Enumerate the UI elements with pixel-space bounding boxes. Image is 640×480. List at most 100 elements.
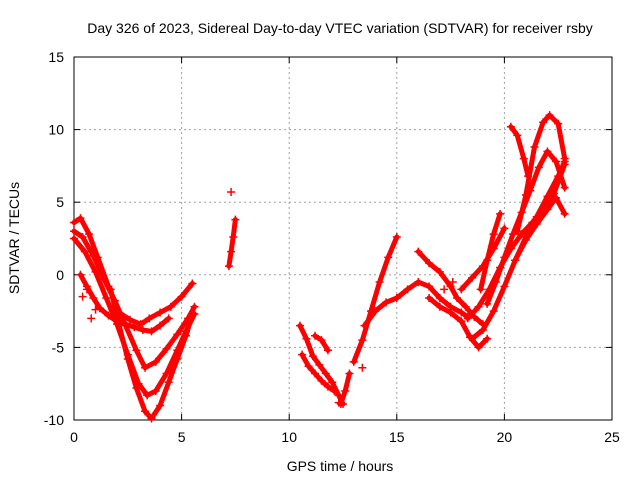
data-point xyxy=(147,327,156,336)
data-point xyxy=(440,285,449,294)
data-point xyxy=(474,302,483,311)
data-point xyxy=(323,382,332,391)
data-point xyxy=(448,278,457,287)
data-point xyxy=(446,282,455,291)
data-point xyxy=(414,247,423,256)
data-point xyxy=(345,369,354,378)
data-point xyxy=(532,219,541,228)
x-tick-label: 15 xyxy=(389,429,405,445)
series-arc-3 xyxy=(71,236,197,398)
data-point xyxy=(414,278,423,287)
data-point xyxy=(70,234,78,243)
data-point xyxy=(70,227,78,236)
data-point xyxy=(461,302,470,311)
data-point xyxy=(78,233,87,242)
data-point xyxy=(298,350,307,359)
series-arc-6 xyxy=(226,217,238,269)
y-tick-label: 0 xyxy=(56,267,64,283)
data-point xyxy=(317,336,326,345)
data-point xyxy=(224,262,233,271)
data-point xyxy=(543,205,552,214)
data-point xyxy=(102,294,111,303)
data-point xyxy=(321,369,330,378)
series-arc-20 xyxy=(512,195,568,263)
data-point xyxy=(521,235,530,244)
series-arc-22 xyxy=(478,211,503,292)
data-point xyxy=(70,218,78,227)
data-point xyxy=(166,302,175,311)
data-point xyxy=(164,314,173,323)
data-point xyxy=(190,302,199,311)
data-point xyxy=(375,278,384,287)
data-point xyxy=(358,336,367,345)
data-point xyxy=(478,325,487,334)
data-point xyxy=(123,355,132,364)
data-point xyxy=(143,391,152,400)
y-tick-label: 10 xyxy=(48,122,64,138)
data-point xyxy=(560,183,569,192)
data-point xyxy=(177,292,186,301)
data-point xyxy=(534,163,543,172)
data-point xyxy=(181,331,190,340)
data-point xyxy=(500,282,509,291)
data-point xyxy=(304,362,313,371)
data-point xyxy=(82,285,91,294)
data-point xyxy=(483,334,492,343)
data-point xyxy=(517,230,526,239)
data-point xyxy=(156,321,165,330)
data-point xyxy=(91,267,100,276)
data-point xyxy=(474,343,483,352)
data-point xyxy=(323,346,332,355)
data-point xyxy=(457,317,466,326)
data-point xyxy=(91,305,100,314)
data-point xyxy=(308,352,317,361)
grid xyxy=(74,57,612,420)
data-point xyxy=(496,209,505,218)
data-point xyxy=(560,209,569,218)
data-point xyxy=(506,122,515,131)
data-point xyxy=(95,304,104,313)
data-point xyxy=(151,357,160,366)
data-point xyxy=(483,256,492,265)
data-point xyxy=(141,407,150,416)
y-tick-label: 15 xyxy=(48,49,64,65)
data-point xyxy=(315,360,324,369)
data-point xyxy=(317,376,326,385)
data-point xyxy=(328,378,337,387)
data-point xyxy=(229,233,238,242)
data-point xyxy=(125,315,134,324)
data-point xyxy=(113,317,122,326)
data-point xyxy=(476,285,485,294)
data-point xyxy=(231,215,240,224)
data-point xyxy=(435,294,444,303)
data-point xyxy=(89,251,98,260)
y-tick-label: 5 xyxy=(56,194,64,210)
data-point xyxy=(188,279,197,288)
data-point xyxy=(227,188,236,197)
series-arc-5 xyxy=(78,272,172,334)
data-point xyxy=(552,157,561,166)
data-point xyxy=(513,227,522,236)
data-point xyxy=(468,334,477,343)
data-point xyxy=(524,172,533,181)
data-point xyxy=(121,320,130,329)
data-point xyxy=(457,285,466,294)
data-point xyxy=(164,378,173,387)
series-arc-15 xyxy=(465,161,568,321)
x-tick-label: 0 xyxy=(70,429,78,445)
series-arc-4 xyxy=(108,286,195,421)
data-point xyxy=(156,401,165,410)
data-point xyxy=(543,192,552,201)
data-point xyxy=(491,278,500,287)
y-axis-label: SDTVAR / TECUs xyxy=(6,182,22,294)
data-point xyxy=(132,384,141,393)
y-tick-label: -10 xyxy=(44,412,64,428)
data-point xyxy=(513,131,522,140)
data-point xyxy=(78,292,87,301)
data-point xyxy=(511,256,520,265)
data-point xyxy=(360,321,369,330)
x-axis-label: GPS time / hours xyxy=(287,458,394,474)
data-point xyxy=(358,363,367,372)
data-point xyxy=(463,314,472,323)
data-point xyxy=(560,154,569,163)
